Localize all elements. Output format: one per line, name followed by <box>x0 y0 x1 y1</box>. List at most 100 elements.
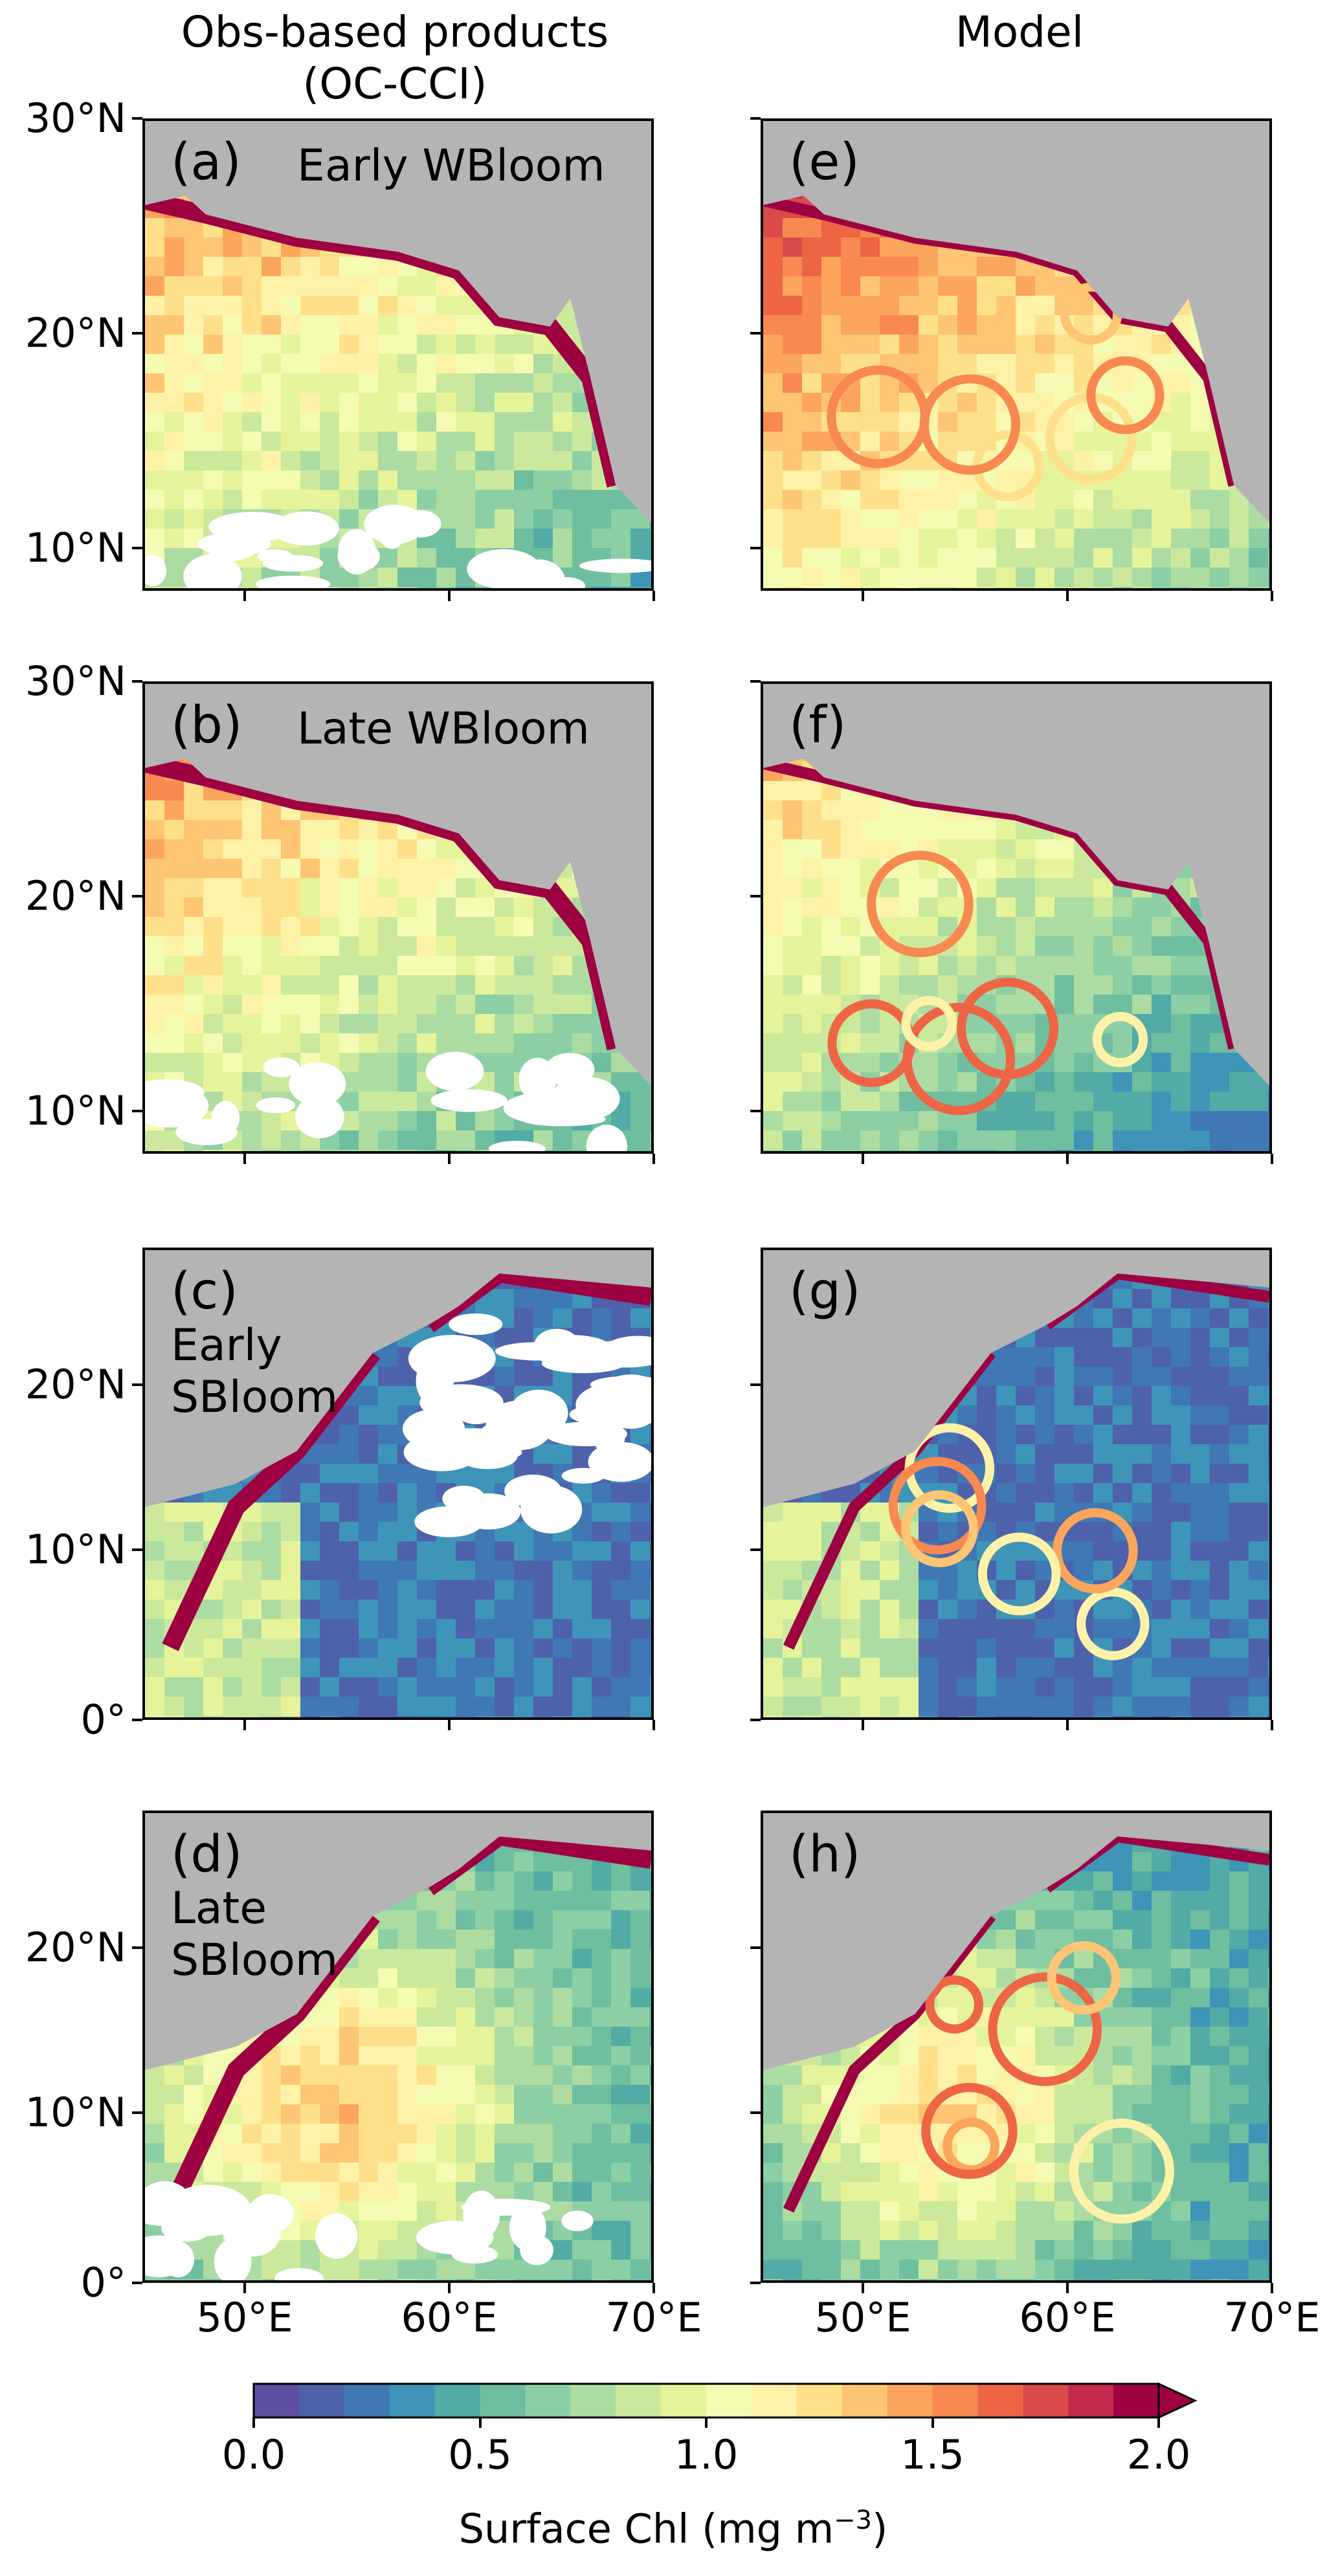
colorbar-cell <box>298 2384 345 2417</box>
eddy <box>901 1490 978 1567</box>
colorbar-tick <box>252 2417 255 2428</box>
y-tick <box>750 117 761 120</box>
y-tick <box>132 1110 142 1113</box>
colorbar-tick <box>705 2417 708 2428</box>
missing-data <box>315 2213 358 2259</box>
y-tick <box>750 1110 761 1113</box>
x-tick <box>1066 2283 1069 2293</box>
panel-label: (c) <box>171 1262 238 1321</box>
missing-data <box>442 1485 485 1512</box>
y-tick <box>132 1946 142 1949</box>
y-tick <box>750 2282 761 2284</box>
eddy <box>988 1972 1102 2086</box>
colorbar-tick <box>1157 2417 1160 2428</box>
x-tick <box>652 2283 655 2293</box>
chlorophyll-field <box>763 1836 1269 2280</box>
y-tick <box>132 680 142 683</box>
lon-tick-label: 60°E <box>401 2294 498 2341</box>
colorbar-cell <box>480 2384 526 2417</box>
missing-data <box>211 1101 240 1135</box>
eddy <box>901 996 957 1051</box>
colorbar-cell <box>1068 2384 1114 2417</box>
missing-data <box>548 577 586 588</box>
y-tick <box>132 2282 142 2284</box>
eddy <box>1076 1587 1150 1660</box>
lat-tick-label: 30°N <box>25 94 126 142</box>
eddy <box>925 1975 984 2034</box>
x-tick <box>652 1154 655 1164</box>
y-tick <box>132 547 142 550</box>
obs-header-line2: (OC-CCI) <box>302 59 487 109</box>
missing-data <box>463 2190 500 2239</box>
chlorophyll-field <box>763 758 1269 1151</box>
y-tick <box>750 2111 761 2115</box>
map-panel-h: (h) <box>761 1811 1272 2283</box>
lat-tick-label: 10°N <box>25 524 126 572</box>
chlorophyll-field <box>763 195 1269 588</box>
colorbar-extend-arrow <box>1157 2382 1198 2419</box>
eddy <box>827 365 930 468</box>
chlorophyll-field <box>145 195 651 588</box>
chlorophyll-field <box>145 1273 651 1717</box>
model-column-header: Model <box>955 7 1084 57</box>
eddy <box>921 2082 1018 2179</box>
lat-tick-label: 20°N <box>25 1360 126 1408</box>
lon-tick-label: 50°E <box>196 2294 293 2341</box>
missing-data <box>488 1140 546 1151</box>
lat-tick-label: 10°N <box>25 1087 126 1135</box>
missing-data <box>408 1334 496 1383</box>
map-panel-d: (d) Late SBloom <box>142 1811 654 2283</box>
missing-data <box>561 2210 594 2232</box>
eddy <box>977 1532 1061 1616</box>
missing-data <box>520 1485 583 1534</box>
missing-data <box>257 549 293 564</box>
missing-data <box>263 1057 300 1077</box>
missing-data <box>145 2235 192 2278</box>
colorbar-tick <box>931 2417 934 2428</box>
missing-data <box>581 1340 651 1368</box>
colorbar-tick-label: 0.0 <box>221 2431 286 2478</box>
lon-tick-label: 60°E <box>1019 2294 1116 2341</box>
colorbar-cell <box>842 2384 888 2417</box>
x-tick <box>1066 1154 1069 1164</box>
lon-tick-label: 70°E <box>1223 2294 1321 2341</box>
x-tick <box>652 591 655 601</box>
missing-data <box>337 541 380 572</box>
missing-data <box>145 2181 192 2224</box>
lat-tick-label: 30°N <box>25 657 126 705</box>
missing-data <box>295 1095 344 1139</box>
lat-tick-label: 20°N <box>25 872 126 920</box>
eddy <box>1092 1011 1148 1068</box>
missing-data <box>449 1313 503 1336</box>
y-tick <box>132 2111 142 2115</box>
x-tick <box>448 2283 451 2293</box>
y-tick <box>750 895 761 898</box>
x-tick <box>1066 1720 1069 1730</box>
colorbar-cell <box>254 2384 300 2417</box>
colorbar-tick-label: 1.5 <box>900 2431 964 2478</box>
missing-data <box>561 1468 605 1484</box>
map-panel-g: (g) <box>761 1248 1272 1720</box>
x-tick <box>448 1154 451 1164</box>
x-tick <box>652 1720 655 1730</box>
missing-data <box>544 1053 595 1086</box>
lat-tick-label: 10°N <box>25 2089 126 2137</box>
eddy <box>942 2117 1000 2175</box>
chlorophyll-field <box>145 758 651 1151</box>
lat-tick-label: 20°N <box>25 1923 126 1971</box>
colorbar-cell <box>434 2384 480 2417</box>
missing-data <box>427 1067 459 1083</box>
obs-header-line1: Obs-based products <box>181 7 609 57</box>
colorbar-title: Surface Chl (mg m−3) <box>350 2498 997 2552</box>
y-tick <box>750 1548 761 1552</box>
y-tick <box>750 332 761 335</box>
missing-data <box>586 1125 627 1151</box>
map-panel-b: (b) Late WBloom <box>142 681 654 1154</box>
x-tick <box>1271 1154 1273 1164</box>
missing-data <box>503 1092 586 1124</box>
colorbar-cell <box>344 2384 390 2417</box>
colorbar-cell <box>796 2384 843 2417</box>
panel-label: (e) <box>789 133 860 192</box>
missing-data <box>430 1089 507 1112</box>
missing-data <box>399 510 441 538</box>
